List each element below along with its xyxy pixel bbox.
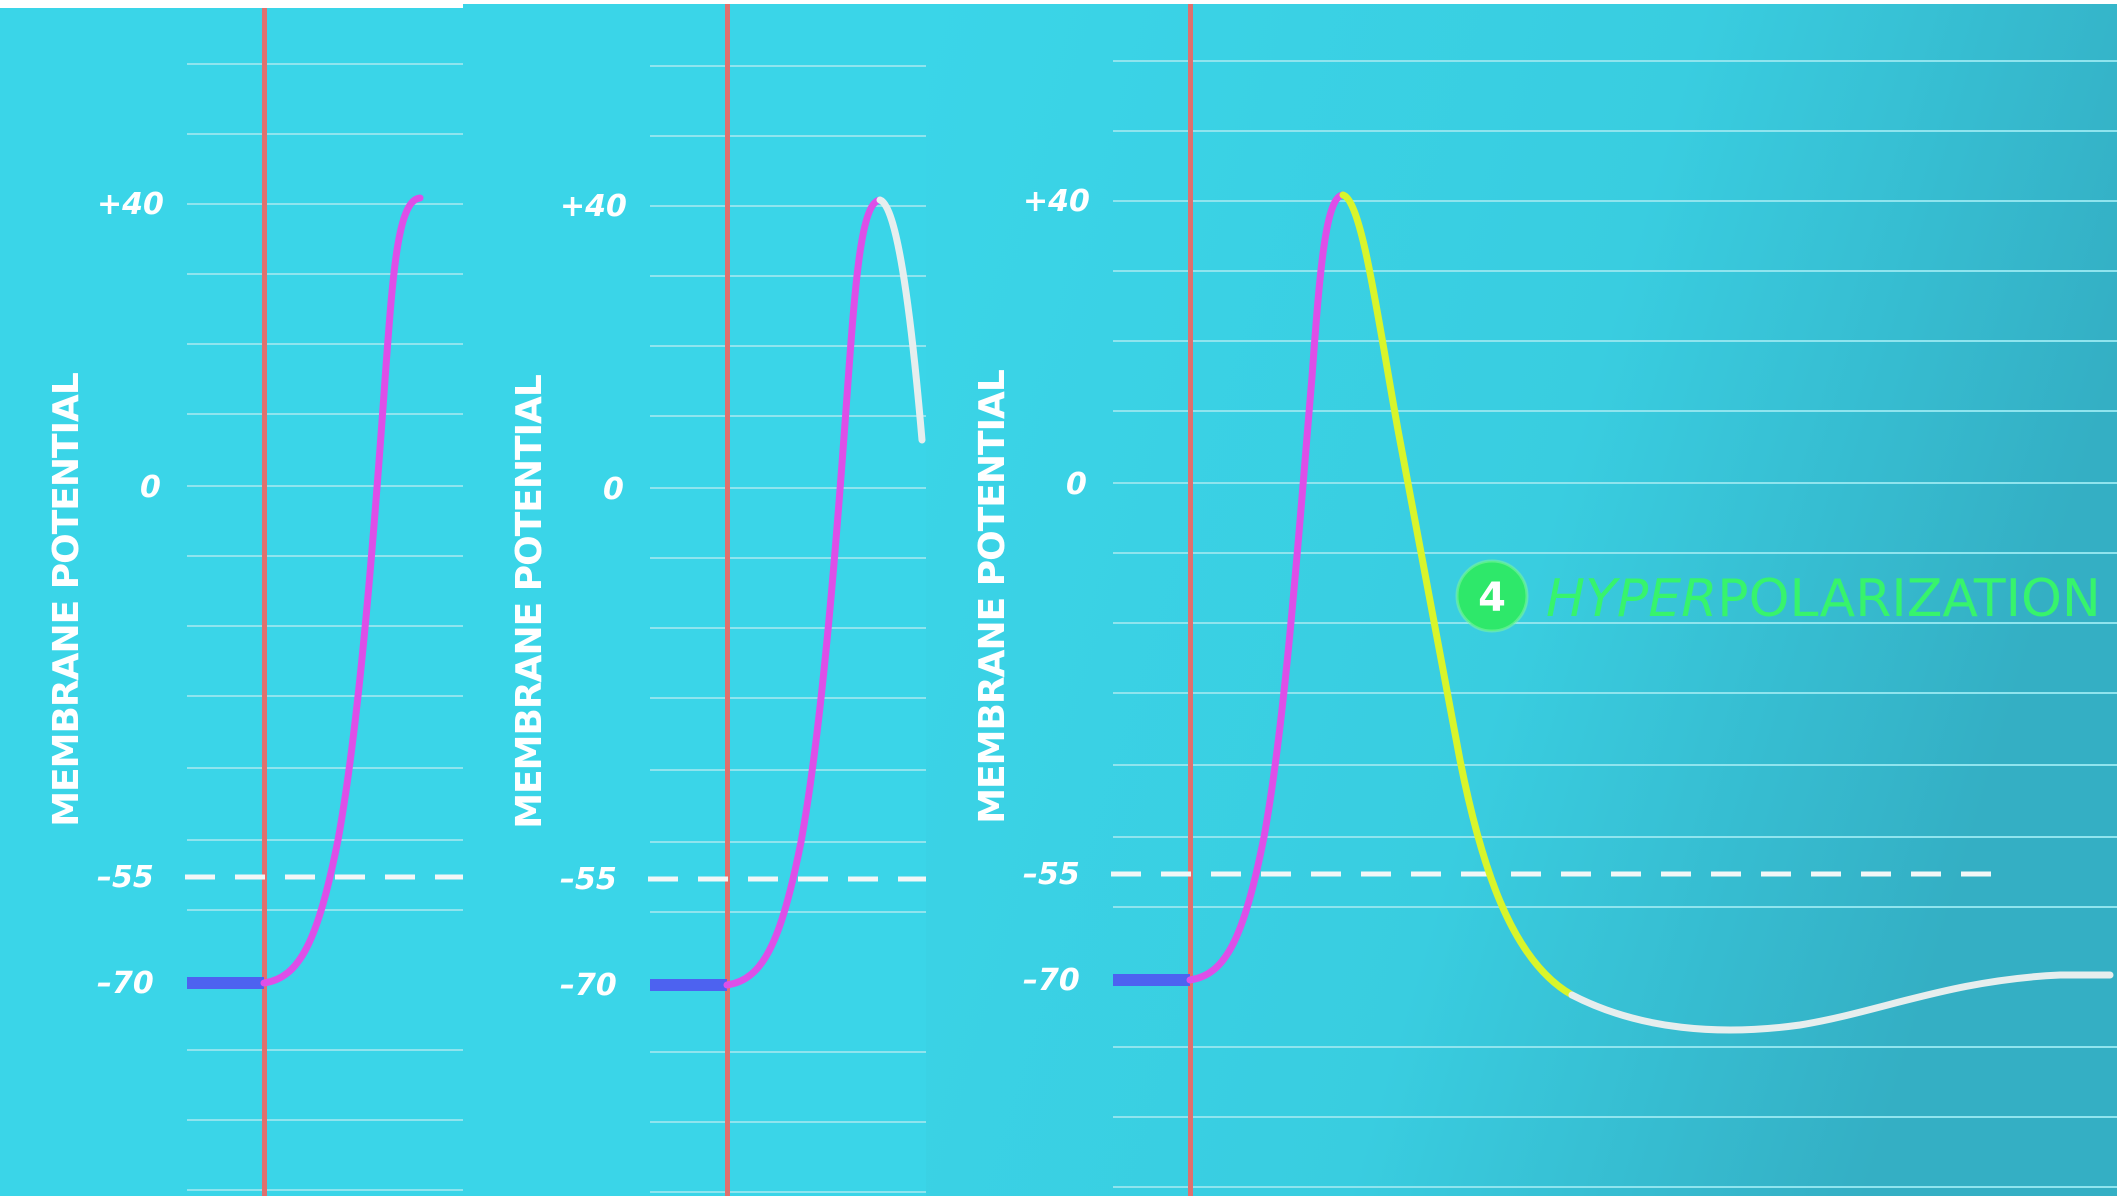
tick-label-plus40: +40: [1023, 184, 1090, 219]
hyperpolarization-annotation: 4 HYPERPOLARIZATION: [1455, 559, 2101, 633]
y-axis-label: MEMBRANE POTENTIAL: [509, 375, 550, 829]
tick-label-minus70: –70: [97, 966, 154, 1001]
tick-label-minus70: –70: [560, 968, 617, 1003]
tick-label-0: 0: [1066, 467, 1087, 502]
stimulus-line: [1188, 4, 1193, 1196]
repolarization-curve: [876, 196, 926, 444]
tick-label-minus55: –55: [560, 862, 617, 897]
tick-label-minus70: –70: [1023, 963, 1080, 998]
annotation-italic-part: HYPER: [1546, 569, 1717, 629]
panel-1-gridlines: [187, 63, 463, 1191]
panel-1-background: [0, 8, 463, 1196]
tick-label-0: 0: [140, 470, 161, 505]
repolarization-curve: [1339, 191, 1576, 999]
tick-label-plus40: +40: [97, 187, 164, 222]
step-number: 4: [1478, 575, 1506, 621]
panel-2-gridlines: [650, 65, 926, 1193]
tick-label-plus40: +40: [560, 189, 627, 224]
y-axis-label: MEMBRANE POTENTIAL: [46, 373, 87, 827]
step-badge: [1457, 561, 1527, 631]
depolarization-curve: [1186, 191, 1347, 984]
panel-3-gridlines: [1113, 60, 2117, 1188]
tick-label-minus55: –55: [1023, 857, 1080, 892]
stimulus-line: [725, 4, 730, 1196]
annotation-regular-part: POLARIZATION: [1717, 569, 2101, 629]
tick-label-0: 0: [603, 472, 624, 507]
chart-panel-1: +40 0 –55 –70 MEMBRANE POTENTIAL: [0, 8, 463, 1196]
step-badge-ring: [1455, 559, 1529, 633]
chart-panel-2: +40 0 –55 –70 MEMBRANE POTENTIAL: [463, 4, 926, 1196]
annotation-label: HYPERPOLARIZATION: [1546, 569, 2101, 629]
panel-2-background: [463, 4, 926, 1196]
y-axis-label: MEMBRANE POTENTIAL: [972, 370, 1013, 824]
stimulus-line: [262, 8, 267, 1196]
tick-label-minus55: –55: [97, 860, 154, 895]
depolarization-curve: [723, 196, 884, 989]
hyperpolarization-curve: [1568, 971, 2114, 1034]
depolarization-curve: [260, 194, 424, 987]
chart-panel-3: +40 0 –55 –70 MEMBRANE POTENTIAL 4 HYPER…: [926, 4, 2117, 1196]
